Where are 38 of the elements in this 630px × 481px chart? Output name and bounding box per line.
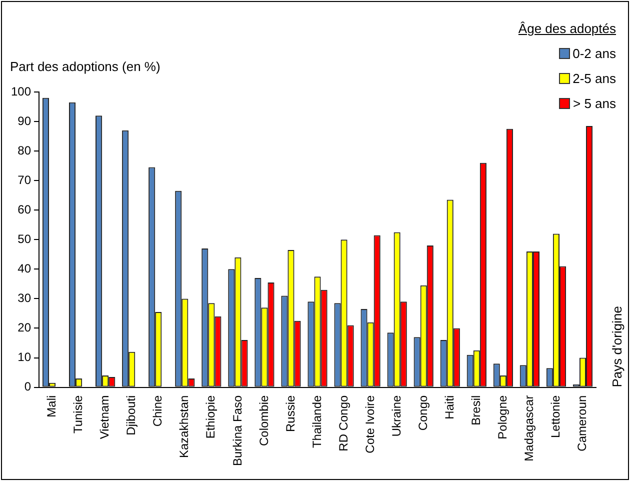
x-tick-label: Burkina Faso: [230, 394, 244, 466]
legend-title: Âge des adoptés: [518, 20, 616, 38]
x-tick-label: Vietnam: [98, 395, 112, 440]
x-tick-label: Congo: [416, 394, 430, 431]
y-tick-label: 0: [24, 380, 32, 394]
x-tick-label: Ukraine: [389, 394, 404, 437]
x-tick-label: Mali: [44, 395, 59, 418]
x-tick-label: Kazakhstan: [177, 395, 192, 458]
x-tick-label: Pologne: [495, 394, 510, 440]
x-tick-label: Tunisie: [71, 394, 86, 434]
y-axis-title: Part des adoptions (en %): [10, 59, 160, 74]
x-tick-label: Lettonie: [548, 394, 563, 438]
x-tick-label: Bresil: [468, 395, 483, 426]
x-tick-label: Madagascar: [522, 395, 536, 462]
legend-label: 2-5 ans: [572, 70, 616, 88]
x-tick-label: Haiti: [442, 395, 456, 420]
x-tick-label: Cote Ivoire: [362, 394, 377, 454]
x-tick-label: Cameroun: [575, 395, 590, 452]
y-tick-label: 10: [18, 350, 32, 364]
y-tick-label: 50: [18, 232, 32, 246]
x-tick-label: Chine: [150, 394, 165, 427]
x-tick-label: Ethiopie: [204, 394, 218, 439]
x-tick-label: Djibouti: [124, 395, 138, 436]
text: Pays d'origine: [610, 306, 625, 388]
x-tick-label: Russie: [283, 394, 298, 432]
legend-label: > 5 ans: [572, 95, 616, 113]
y-tick-label: 70: [18, 172, 32, 187]
y-tick-label: 40: [18, 261, 32, 276]
y-tick-label: 80: [18, 143, 32, 158]
x-tick-label: Thailande: [310, 394, 324, 448]
y-tick-label: 100: [10, 84, 32, 98]
legend-label: 0-2 ans: [572, 45, 616, 63]
x-tick-label: Colombie: [256, 394, 271, 446]
y-tick-label: 30: [18, 291, 32, 306]
y-tick-label: 90: [18, 114, 32, 128]
y-tick-label: 20: [18, 320, 32, 335]
x-tick-label: RD Congo: [336, 394, 350, 452]
y-tick-label: 60: [18, 202, 32, 216]
